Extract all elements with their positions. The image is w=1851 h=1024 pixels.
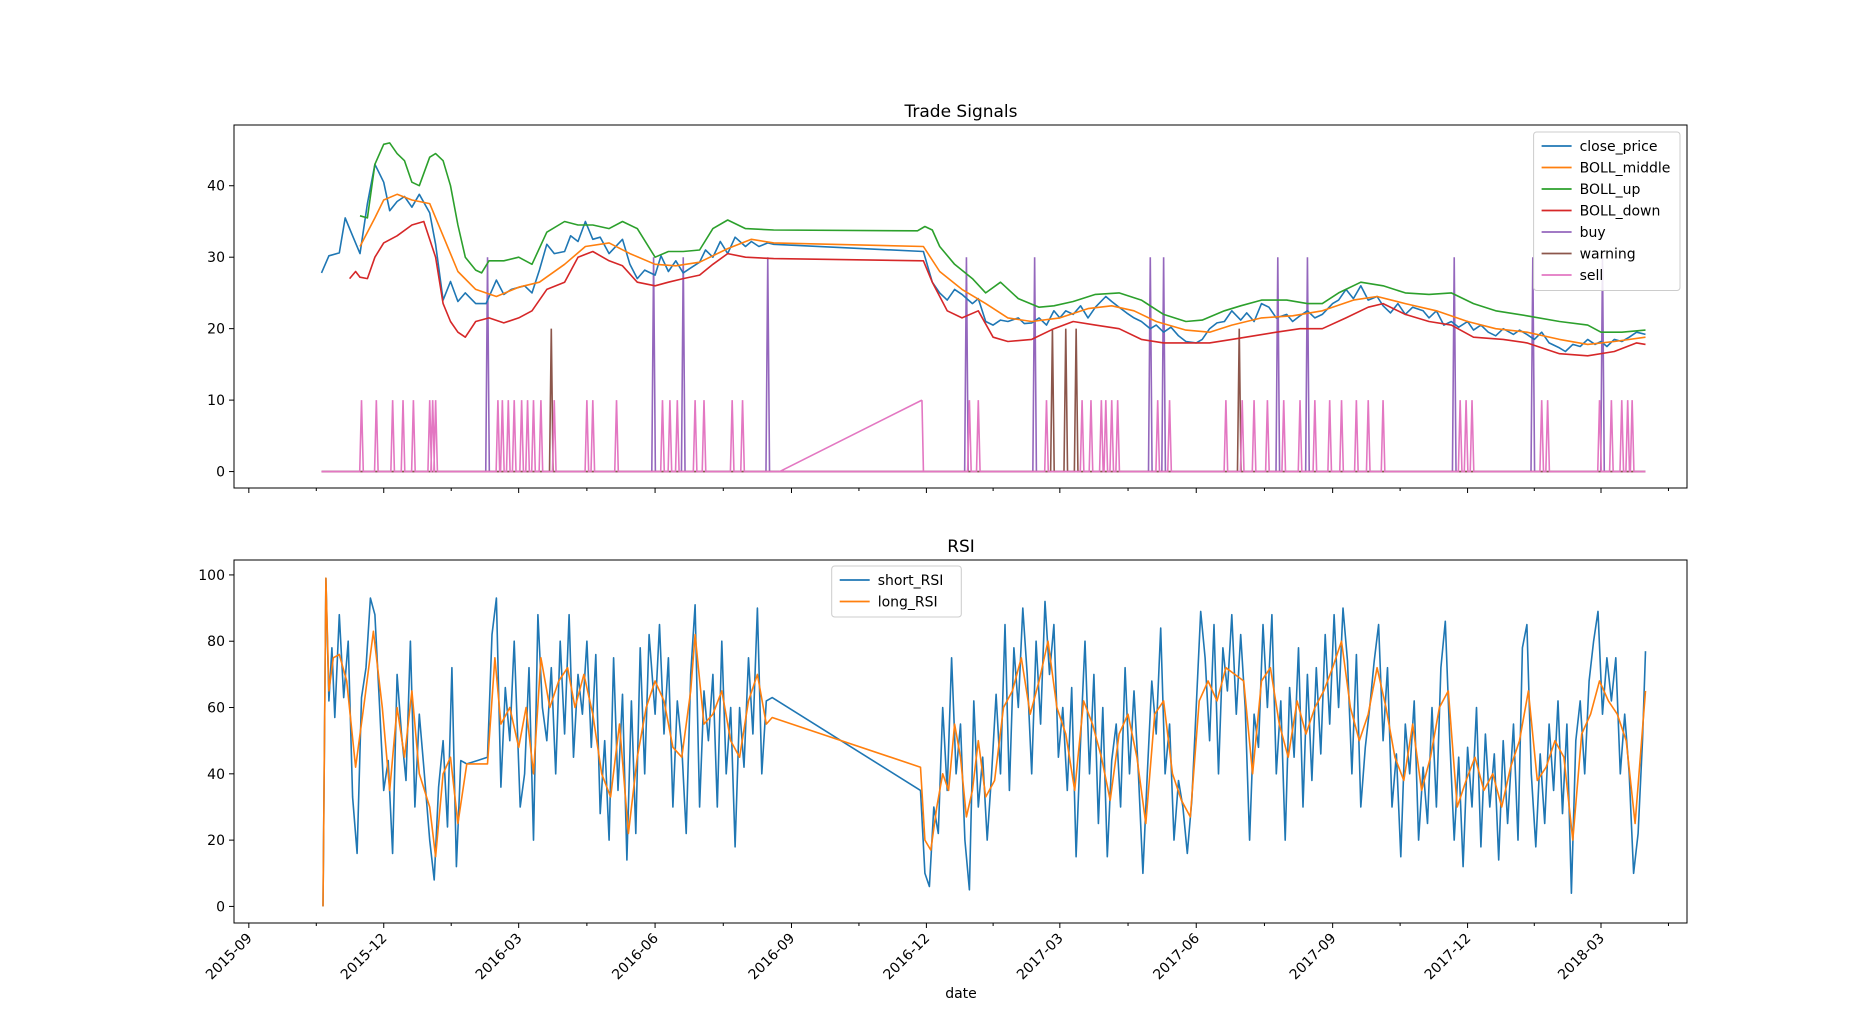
- trade-signals-y-axis: 0 10 20 30 40: [207, 179, 234, 481]
- y-tick-label: 20: [207, 833, 225, 849]
- legend-label-warning: warning: [1580, 247, 1636, 263]
- rsi-axes-frame: [233, 559, 1688, 924]
- y-tick-label: 0: [216, 465, 225, 481]
- y-tick-label: 80: [207, 634, 225, 650]
- sell-signal-ramp-drop: [921, 400, 925, 472]
- legend-label-boll-up: BOLL_up: [1580, 182, 1641, 198]
- warning-signal-line: [321, 328, 1646, 473]
- legend-label-buy: buy: [1580, 225, 1606, 241]
- legend-label-boll-middle: BOLL_middle: [1580, 161, 1671, 177]
- legend-label-sell: sell: [1580, 268, 1604, 284]
- legend-label-short-rsi: short_RSI: [878, 573, 944, 589]
- rsi-y-axis: 0 20 40 60 80 100: [198, 568, 234, 915]
- rsi-legend: short_RSI long_RSI: [831, 565, 962, 618]
- long-rsi-line: [322, 577, 1647, 907]
- y-tick-label: 60: [207, 701, 225, 717]
- x-axis-label: date: [945, 986, 977, 1002]
- short-rsi-line: [322, 577, 1647, 907]
- legend-box: [1533, 131, 1681, 291]
- rsi-plot-area: [322, 577, 1647, 907]
- trade-signals-x-axis: [248, 488, 1669, 493]
- sell-signal-line: [321, 400, 1646, 473]
- trade-signals-title: Trade Signals: [903, 102, 1017, 122]
- legend-label-long-rsi: long_RSI: [878, 595, 938, 611]
- legend-label-boll-down: BOLL_down: [1580, 204, 1661, 220]
- y-tick-label: 10: [207, 393, 225, 409]
- legend-label-close-price: close_price: [1580, 139, 1658, 155]
- y-tick-label: 40: [207, 179, 225, 195]
- sell-signal-ramp: [779, 399, 923, 473]
- boll-down-line: [348, 220, 1646, 357]
- y-tick-label: 0: [216, 899, 225, 915]
- boll-middle-line: [359, 193, 1646, 346]
- y-tick-label: 40: [207, 767, 225, 783]
- trade-signals-panel: Trade Signals 0 10 20 30 40 close_price BOLL_…: [207, 102, 1688, 493]
- rsi-title: RSI: [947, 537, 975, 557]
- y-tick-label: 30: [207, 250, 225, 266]
- y-tick-label: 20: [207, 322, 225, 338]
- legend-box: [831, 565, 962, 618]
- trade-signals-legend: close_price BOLL_middle BOLL_up BOLL_downbu…: [1533, 131, 1681, 291]
- boll-up-line: [359, 142, 1646, 334]
- y-tick-label: 100: [198, 568, 225, 584]
- close-price-line: [320, 163, 1646, 353]
- trade-signals-axes-frame: [233, 124, 1688, 489]
- trade-signals-plot-area: [320, 142, 1646, 473]
